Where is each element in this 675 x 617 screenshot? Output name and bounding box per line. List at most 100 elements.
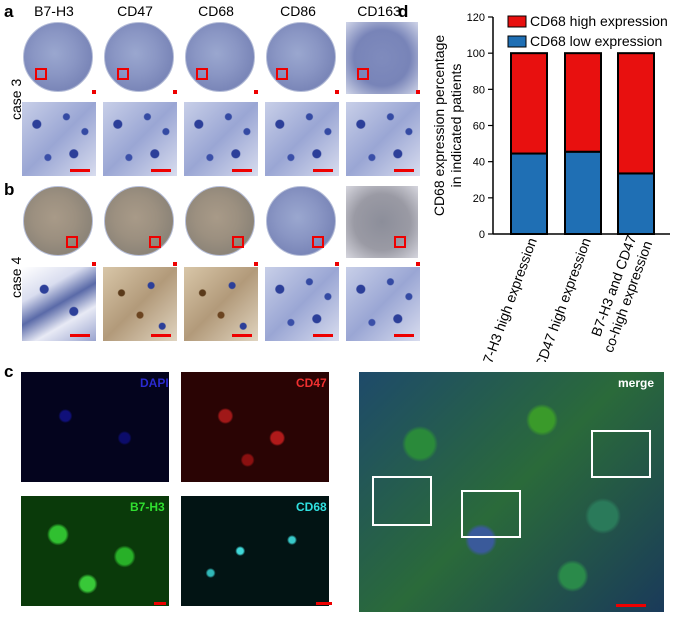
scale-bar — [232, 334, 252, 337]
tma-core-image — [23, 22, 93, 92]
scale-mark — [254, 262, 258, 266]
marker-label-cd86: CD86 — [280, 3, 316, 19]
panel-letter-d: d — [398, 2, 409, 21]
roi-box — [117, 68, 129, 80]
scale-bar — [313, 169, 333, 172]
legend-swatch — [507, 35, 527, 48]
micrograph — [22, 267, 96, 341]
micrograph — [346, 267, 420, 341]
tma-core-image — [185, 22, 255, 92]
panel-letter-b: b — [4, 180, 15, 199]
merge-roi-box — [461, 490, 521, 538]
roi-box — [149, 236, 161, 248]
tma-core-image — [346, 186, 418, 258]
legend-label: CD68 low expression — [530, 33, 662, 49]
y-tick-label: 100 — [467, 48, 485, 60]
tma-core-image — [266, 22, 336, 92]
scale-mark — [92, 262, 96, 266]
micrograph — [22, 102, 96, 176]
micrograph — [184, 102, 258, 176]
scale-bar — [394, 334, 414, 337]
cd47-label: CD47 — [296, 376, 327, 390]
tma-core-image — [346, 22, 418, 94]
y-tick-label: 40 — [473, 157, 485, 169]
cd47-channel-image — [181, 372, 329, 482]
roi-box — [232, 236, 244, 248]
marker-label-cd47: CD47 — [117, 3, 153, 19]
micrograph — [184, 267, 258, 341]
scale-bar — [70, 334, 90, 337]
scale-bar — [316, 602, 332, 605]
roi-box — [394, 236, 406, 248]
scale-mark — [92, 90, 96, 94]
tma-core-image — [23, 186, 93, 256]
scale-bar — [151, 169, 171, 172]
micrograph — [265, 267, 339, 341]
micrograph — [103, 267, 177, 341]
dapi-channel-image — [21, 372, 169, 482]
merge-roi-box — [591, 430, 651, 478]
roi-box — [35, 68, 47, 80]
micrograph — [265, 102, 339, 176]
marker-label-cd163: CD163 — [357, 3, 401, 19]
marker-label-cd68: CD68 — [198, 3, 234, 19]
b7h3-label: B7-H3 — [130, 500, 165, 514]
legend-label: CD68 high expression — [530, 13, 668, 29]
roi-box — [312, 236, 324, 248]
y-tick-label: 20 — [473, 193, 485, 205]
bar-segment — [617, 52, 655, 175]
marker-label-b7h3: B7-H3 — [34, 3, 74, 19]
y-tick-label: 60 — [473, 121, 485, 133]
scale-mark — [173, 262, 177, 266]
scale-mark — [416, 90, 420, 94]
roi-box — [196, 68, 208, 80]
bar-segment — [510, 152, 548, 235]
tma-core-image — [266, 186, 336, 256]
b7h3-channel-image — [21, 496, 169, 606]
tma-core-image — [104, 186, 174, 256]
merge-roi-box — [372, 476, 432, 526]
bar-segment — [617, 172, 655, 236]
x-tick-label: B7-H3 high expression — [476, 236, 539, 362]
panel-letter-a: a — [4, 2, 14, 21]
x-tick-label-line: B7-H3 high expression — [476, 236, 539, 362]
x-tick-label: CD47 high expression — [532, 236, 594, 362]
merge-image — [359, 372, 664, 612]
scale-mark — [173, 90, 177, 94]
roi-box — [276, 68, 288, 80]
scale-bar — [154, 602, 166, 605]
x-tick-label-line: CD47 high expression — [532, 236, 594, 362]
bar-segment — [510, 52, 548, 155]
scale-bar — [313, 334, 333, 337]
scale-bar — [394, 169, 414, 172]
panel-letter-c: c — [4, 362, 14, 381]
scale-mark — [416, 262, 420, 266]
y-tick-label: 0 — [479, 229, 485, 241]
scale-bar — [616, 604, 646, 607]
cd68-label: CD68 — [296, 500, 327, 514]
scale-mark — [254, 90, 258, 94]
x-tick-label: B7-H3 and CD47co-high expression — [584, 233, 655, 355]
y-axis-label-line: CD68 expression percentage — [431, 35, 447, 217]
merge-label: merge — [618, 376, 655, 390]
legend-swatch — [507, 15, 527, 28]
y-tick-label: 80 — [473, 84, 485, 96]
y-tick-label: 120 — [467, 12, 485, 24]
y-axis-label-line: in indicated patients — [448, 64, 464, 188]
tma-core-image — [104, 22, 174, 92]
scale-bar — [70, 169, 90, 172]
y-axis-label: CD68 expression percentagein indicated p… — [431, 35, 464, 217]
cd68-channel-image — [181, 496, 329, 606]
scale-bar — [151, 334, 171, 337]
roi-box — [66, 236, 78, 248]
roi-box — [357, 68, 369, 80]
tma-core-image — [185, 186, 255, 256]
scale-mark — [335, 262, 339, 266]
dapi-label: DAPI — [140, 376, 169, 390]
scale-mark — [335, 90, 339, 94]
micrograph — [346, 102, 420, 176]
bar-segment — [564, 52, 602, 153]
bar-segment — [564, 150, 602, 236]
scale-bar — [232, 169, 252, 172]
